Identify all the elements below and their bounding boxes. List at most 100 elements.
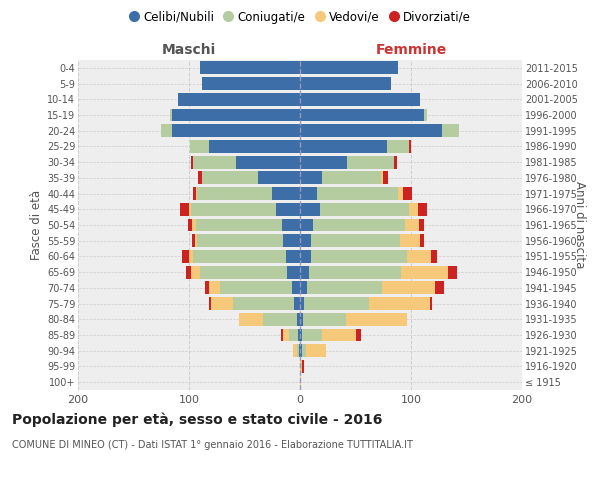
Bar — [369, 297, 430, 310]
Text: Maschi: Maschi — [162, 44, 216, 58]
Bar — [300, 156, 347, 168]
Bar — [311, 250, 407, 263]
Bar — [193, 187, 196, 200]
Bar — [300, 77, 391, 90]
Bar — [189, 250, 193, 263]
Bar — [188, 218, 193, 232]
Bar — [300, 187, 317, 200]
Bar — [185, 266, 191, 278]
Bar — [172, 124, 300, 137]
Bar — [381, 172, 383, 184]
Bar — [283, 328, 289, 342]
Bar — [300, 108, 424, 122]
Bar — [322, 172, 381, 184]
Bar — [347, 156, 394, 168]
Bar — [300, 376, 301, 388]
Bar — [236, 156, 300, 168]
Bar — [300, 93, 420, 106]
Bar — [320, 203, 409, 215]
Bar — [300, 124, 442, 137]
Bar — [401, 266, 448, 278]
Bar — [420, 234, 424, 247]
Bar — [302, 344, 305, 357]
Bar — [386, 140, 409, 153]
Bar — [295, 297, 300, 310]
Bar — [191, 203, 275, 215]
Bar — [300, 297, 304, 310]
Bar — [258, 172, 300, 184]
Bar — [309, 266, 401, 278]
Bar — [383, 172, 388, 184]
Bar — [202, 172, 258, 184]
Bar — [400, 234, 420, 247]
Bar — [193, 234, 194, 247]
Bar — [205, 282, 209, 294]
Bar — [407, 250, 431, 263]
Legend: Celibi/Nubili, Coniugati/e, Vedovi/e, Divorziati/e: Celibi/Nubili, Coniugati/e, Vedovi/e, Di… — [124, 6, 476, 28]
Bar — [424, 108, 427, 122]
Bar — [202, 77, 300, 90]
Bar — [220, 282, 292, 294]
Bar — [190, 140, 209, 153]
Bar — [200, 266, 287, 278]
Bar — [182, 250, 189, 263]
Bar — [382, 282, 436, 294]
Bar — [272, 187, 300, 200]
Bar — [289, 328, 298, 342]
Bar — [189, 203, 191, 215]
Bar — [419, 218, 424, 232]
Y-axis label: Anni di nascita: Anni di nascita — [573, 182, 586, 268]
Bar — [313, 218, 406, 232]
Bar — [196, 187, 197, 200]
Bar — [430, 297, 432, 310]
Bar — [296, 313, 300, 326]
Bar — [198, 172, 202, 184]
Bar — [299, 344, 300, 357]
Bar — [300, 218, 313, 232]
Bar — [283, 234, 300, 247]
Bar — [193, 156, 236, 168]
Bar — [196, 218, 282, 232]
Bar — [311, 234, 400, 247]
Bar — [296, 344, 299, 357]
Bar — [448, 266, 457, 278]
Bar — [211, 297, 233, 310]
Bar — [298, 328, 300, 342]
Bar — [209, 140, 300, 153]
Bar — [300, 140, 386, 153]
Bar — [394, 156, 397, 168]
Bar — [442, 124, 459, 137]
Bar — [300, 328, 302, 342]
Bar — [322, 328, 356, 342]
Bar — [436, 282, 445, 294]
Bar — [193, 218, 196, 232]
Bar — [161, 124, 172, 137]
Bar — [197, 234, 283, 247]
Bar — [431, 250, 437, 263]
Bar — [300, 203, 320, 215]
Bar — [356, 328, 361, 342]
Bar — [275, 203, 300, 215]
Bar — [300, 62, 398, 74]
Bar — [194, 234, 197, 247]
Bar — [209, 282, 220, 294]
Bar — [193, 250, 286, 263]
Bar — [307, 282, 382, 294]
Bar — [178, 93, 300, 106]
Bar — [180, 203, 189, 215]
Bar — [409, 203, 418, 215]
Bar — [409, 140, 411, 153]
Bar — [170, 108, 172, 122]
Bar — [263, 313, 296, 326]
Bar — [317, 187, 398, 200]
Bar — [302, 360, 304, 373]
Bar — [239, 313, 263, 326]
Bar — [300, 172, 322, 184]
Bar — [287, 266, 300, 278]
Bar — [281, 328, 283, 342]
Bar — [300, 266, 309, 278]
Bar — [191, 266, 200, 278]
Bar — [200, 62, 300, 74]
Bar — [286, 250, 300, 263]
Bar — [300, 360, 302, 373]
